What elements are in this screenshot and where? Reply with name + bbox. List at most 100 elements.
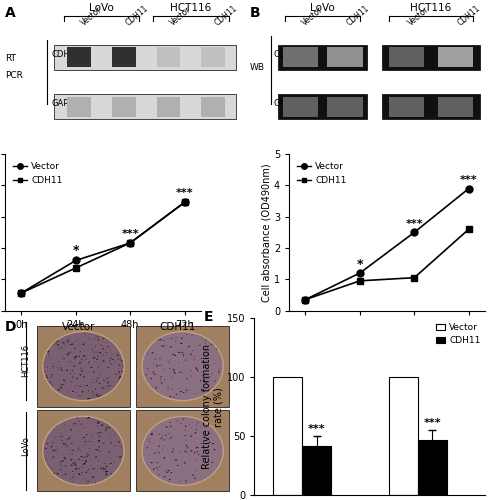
Ellipse shape bbox=[169, 439, 170, 440]
Ellipse shape bbox=[64, 425, 65, 426]
Ellipse shape bbox=[53, 472, 55, 474]
Ellipse shape bbox=[95, 346, 96, 347]
Ellipse shape bbox=[95, 482, 96, 484]
Ellipse shape bbox=[80, 375, 81, 376]
Ellipse shape bbox=[105, 342, 106, 343]
Ellipse shape bbox=[154, 374, 155, 375]
Ellipse shape bbox=[81, 456, 82, 457]
Ellipse shape bbox=[86, 434, 87, 436]
Ellipse shape bbox=[88, 390, 89, 392]
Ellipse shape bbox=[155, 358, 156, 360]
Ellipse shape bbox=[106, 471, 108, 472]
Ellipse shape bbox=[171, 472, 172, 473]
Ellipse shape bbox=[98, 436, 100, 438]
FancyBboxPatch shape bbox=[327, 97, 363, 116]
Y-axis label: Cell absorbance (OD490nm): Cell absorbance (OD490nm) bbox=[261, 163, 271, 302]
Ellipse shape bbox=[99, 375, 100, 376]
Text: E: E bbox=[203, 310, 213, 324]
Ellipse shape bbox=[205, 342, 206, 344]
Ellipse shape bbox=[67, 354, 69, 356]
FancyBboxPatch shape bbox=[327, 48, 363, 67]
Ellipse shape bbox=[84, 332, 85, 334]
Ellipse shape bbox=[87, 454, 89, 456]
Ellipse shape bbox=[57, 474, 58, 475]
Ellipse shape bbox=[183, 392, 184, 393]
Ellipse shape bbox=[155, 387, 157, 388]
Ellipse shape bbox=[91, 382, 92, 383]
Ellipse shape bbox=[57, 344, 59, 346]
Ellipse shape bbox=[70, 449, 71, 450]
FancyBboxPatch shape bbox=[389, 97, 424, 116]
Ellipse shape bbox=[170, 422, 171, 423]
Ellipse shape bbox=[160, 339, 161, 340]
Ellipse shape bbox=[98, 366, 99, 368]
Ellipse shape bbox=[174, 355, 176, 356]
Ellipse shape bbox=[91, 436, 92, 437]
Ellipse shape bbox=[180, 388, 181, 389]
Ellipse shape bbox=[55, 342, 57, 344]
Ellipse shape bbox=[118, 368, 119, 369]
Ellipse shape bbox=[95, 449, 97, 450]
Ellipse shape bbox=[150, 378, 152, 379]
Ellipse shape bbox=[89, 441, 91, 442]
Ellipse shape bbox=[169, 433, 170, 434]
Ellipse shape bbox=[109, 360, 110, 362]
Ellipse shape bbox=[186, 334, 187, 335]
Ellipse shape bbox=[212, 462, 213, 463]
Ellipse shape bbox=[47, 377, 48, 378]
Ellipse shape bbox=[120, 359, 121, 360]
Ellipse shape bbox=[50, 377, 52, 378]
Ellipse shape bbox=[185, 480, 187, 482]
Ellipse shape bbox=[117, 354, 119, 356]
Ellipse shape bbox=[72, 471, 73, 472]
Ellipse shape bbox=[84, 463, 86, 464]
Ellipse shape bbox=[158, 434, 160, 435]
Ellipse shape bbox=[209, 376, 210, 378]
Ellipse shape bbox=[96, 394, 97, 395]
Ellipse shape bbox=[83, 386, 84, 387]
Ellipse shape bbox=[83, 464, 84, 465]
Ellipse shape bbox=[89, 398, 90, 399]
Ellipse shape bbox=[94, 357, 95, 358]
Ellipse shape bbox=[100, 432, 101, 433]
Ellipse shape bbox=[87, 418, 89, 419]
Ellipse shape bbox=[193, 350, 194, 351]
Ellipse shape bbox=[43, 332, 124, 400]
Ellipse shape bbox=[72, 370, 73, 371]
Ellipse shape bbox=[46, 375, 47, 376]
Ellipse shape bbox=[103, 387, 104, 388]
Ellipse shape bbox=[186, 378, 187, 379]
Ellipse shape bbox=[98, 460, 99, 461]
Ellipse shape bbox=[79, 420, 80, 422]
Ellipse shape bbox=[166, 426, 168, 428]
Ellipse shape bbox=[60, 461, 62, 462]
Ellipse shape bbox=[103, 468, 104, 469]
Ellipse shape bbox=[209, 442, 211, 443]
Ellipse shape bbox=[154, 452, 156, 454]
Ellipse shape bbox=[98, 422, 99, 423]
Ellipse shape bbox=[157, 462, 158, 463]
FancyBboxPatch shape bbox=[438, 97, 473, 116]
Ellipse shape bbox=[196, 368, 197, 369]
Ellipse shape bbox=[79, 374, 81, 376]
Ellipse shape bbox=[58, 348, 60, 349]
FancyBboxPatch shape bbox=[54, 94, 236, 120]
Ellipse shape bbox=[190, 354, 192, 355]
Ellipse shape bbox=[76, 378, 78, 379]
Ellipse shape bbox=[117, 456, 118, 457]
FancyBboxPatch shape bbox=[382, 94, 480, 120]
Ellipse shape bbox=[171, 338, 172, 339]
Ellipse shape bbox=[164, 476, 166, 478]
Ellipse shape bbox=[101, 344, 102, 346]
Ellipse shape bbox=[202, 458, 204, 459]
Ellipse shape bbox=[194, 393, 195, 394]
FancyBboxPatch shape bbox=[283, 48, 318, 67]
Ellipse shape bbox=[188, 347, 189, 348]
Ellipse shape bbox=[84, 457, 85, 458]
Text: Vector: Vector bbox=[300, 5, 325, 28]
Ellipse shape bbox=[204, 367, 206, 368]
Ellipse shape bbox=[80, 450, 81, 452]
Ellipse shape bbox=[74, 356, 76, 358]
Ellipse shape bbox=[73, 471, 74, 472]
Ellipse shape bbox=[52, 442, 54, 444]
